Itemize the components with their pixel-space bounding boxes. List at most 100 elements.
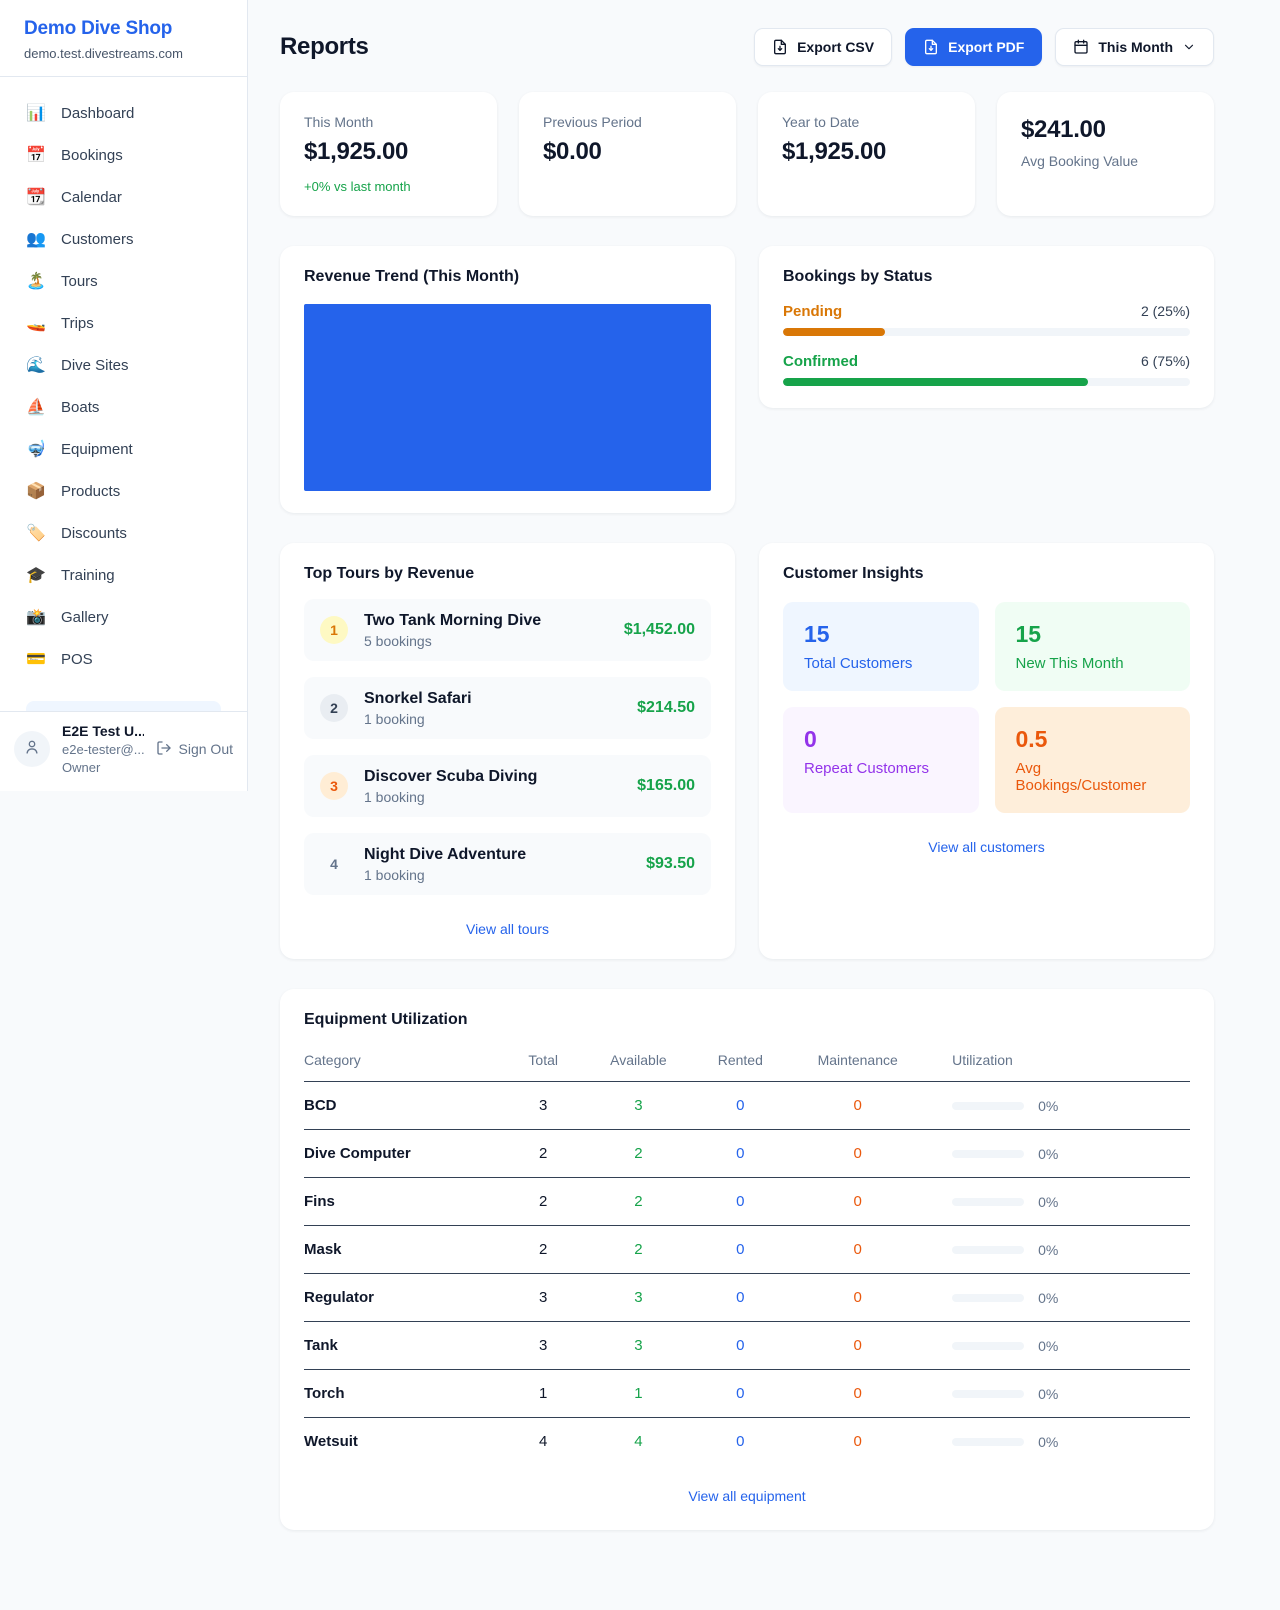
- insights-grid: 15 Total Customers 15 New This Month 0 R…: [783, 602, 1190, 813]
- tour-name: Snorkel Safari: [364, 689, 472, 707]
- shop-name[interactable]: Demo Dive Shop: [24, 18, 173, 39]
- status-count: 6 (75%): [1140, 353, 1190, 369]
- status-bar-track: [783, 328, 1190, 336]
- view-all-equipment-link[interactable]: View all equipment: [688, 1487, 806, 1504]
- cell-available: 3: [587, 1273, 690, 1322]
- cell-maintenance: 0: [791, 1177, 925, 1226]
- sidebar-item-label: Boats: [61, 399, 100, 416]
- revenue-trend-title: Revenue Trend (This Month): [304, 268, 520, 285]
- cell-total: 1: [498, 1369, 588, 1418]
- sidebar-item-training[interactable]: 🎓 Training: [12, 555, 235, 597]
- sidebar-item-label: Products: [61, 483, 121, 500]
- sidebar-item-tours[interactable]: 🏝️ Tours: [12, 261, 235, 303]
- tour-revenue: $214.50: [637, 699, 695, 716]
- view-all-customers-link[interactable]: View all customers: [928, 839, 1045, 855]
- cell-rented: 0: [689, 1273, 792, 1322]
- cell-available: 2: [587, 1177, 690, 1226]
- sidebar-item-dive-sites[interactable]: 🌊 Dive Sites: [12, 345, 235, 387]
- export-csv-label: Export CSV: [797, 39, 875, 55]
- table-row: Dive Computer 2 2 0 0 0%: [304, 1129, 1190, 1178]
- main-content: Reports Export CSV Export PDF: [248, 0, 1280, 1570]
- tour-row[interactable]: 4 Night Dive Adventure 1 booking $93.50: [304, 833, 711, 895]
- stat-label: This Month: [304, 114, 374, 130]
- cell-available: 2: [587, 1225, 690, 1274]
- utilization-percent: 0%: [1038, 1145, 1059, 1162]
- sidebar-item-label: Calendar: [61, 189, 122, 206]
- tour-row[interactable]: 3 Discover Scuba Diving 1 booking $165.0…: [304, 755, 711, 817]
- table-row: Torch 1 1 0 0 0%: [304, 1369, 1190, 1418]
- rank-badge: 3: [320, 772, 348, 800]
- insight-value: 15: [1015, 621, 1042, 647]
- cell-category: Regulator: [304, 1273, 499, 1322]
- credit-card-icon: 💳: [26, 651, 46, 668]
- cell-category: Torch: [304, 1369, 499, 1418]
- file-download-icon: [923, 39, 939, 55]
- sidebar-item-label: Bookings: [61, 147, 123, 164]
- cell-rented: 0: [689, 1321, 792, 1370]
- customers-icon: 👥: [26, 231, 46, 248]
- chevron-down-icon: [1182, 40, 1196, 54]
- cell-rented: 0: [689, 1129, 792, 1178]
- sidebar-item-pos[interactable]: 💳 POS: [12, 639, 235, 681]
- stat-cards-row: This Month $1,925.00 +0% vs last month P…: [280, 92, 1214, 216]
- cell-available: 3: [587, 1321, 690, 1370]
- cell-rented: 0: [689, 1369, 792, 1418]
- sidebar-item-label: POS: [61, 651, 93, 668]
- insight-label: New This Month: [1015, 655, 1124, 672]
- col-total: Total: [498, 1044, 588, 1082]
- sidebar-item-active-clipped[interactable]: [26, 701, 221, 711]
- top-tours-title: Top Tours by Revenue: [304, 565, 475, 582]
- sidebar-item-products[interactable]: 📦 Products: [12, 471, 235, 513]
- export-pdf-button[interactable]: Export PDF: [905, 28, 1043, 66]
- sidebar-item-bookings[interactable]: 📅 Bookings: [12, 135, 235, 177]
- sidebar-item-label: Tours: [61, 273, 98, 290]
- sidebar-item-label: Dashboard: [61, 105, 135, 122]
- sidebar-item-gallery[interactable]: 📸 Gallery: [12, 597, 235, 639]
- sidebar-item-discounts[interactable]: 🏷️ Discounts: [12, 513, 235, 555]
- sign-out-label: Sign Out: [178, 741, 233, 757]
- bookings-by-status-title: Bookings by Status: [783, 268, 933, 285]
- cell-category: BCD: [304, 1081, 499, 1130]
- cell-category: Tank: [304, 1321, 499, 1370]
- insight-value: 15: [804, 621, 830, 647]
- cell-maintenance: 0: [791, 1225, 925, 1274]
- sidebar-item-dashboard[interactable]: 📊 Dashboard: [12, 93, 235, 135]
- top-tours-card: Top Tours by Revenue 1 Two Tank Morning …: [280, 543, 735, 959]
- tour-row[interactable]: 2 Snorkel Safari 1 booking $214.50: [304, 677, 711, 739]
- sidebar-item-boats[interactable]: ⛵ Boats: [12, 387, 235, 429]
- calendar-icon: [1073, 39, 1089, 55]
- cell-maintenance: 0: [791, 1321, 925, 1370]
- sidebar-item-calendar[interactable]: 📆 Calendar: [12, 177, 235, 219]
- stat-value: $1,925.00: [304, 138, 409, 165]
- file-download-icon: [772, 39, 788, 55]
- utilization-percent: 0%: [1038, 1097, 1059, 1114]
- user-role: Owner: [62, 760, 101, 775]
- bookings-by-status-card: Bookings by Status Pending 2 (25%) Confi…: [759, 246, 1214, 408]
- customer-insights-title: Customer Insights: [783, 565, 924, 582]
- sidebar-item-label: Customers: [61, 231, 134, 248]
- speedboat-icon: 🚤: [26, 315, 46, 332]
- cell-category: Fins: [304, 1177, 499, 1226]
- avatar: [14, 731, 50, 767]
- bookings-calendar-icon: 📅: [26, 147, 46, 164]
- user-info: E2E Test U... e2e-tester@... Owner: [62, 723, 144, 775]
- sign-out-button[interactable]: Sign Out: [156, 740, 233, 759]
- export-pdf-label: Export PDF: [948, 39, 1025, 55]
- utilization-bar-track: [952, 1293, 1025, 1302]
- calendar-icon: 📆: [26, 189, 46, 206]
- export-csv-button[interactable]: Export CSV: [754, 28, 893, 66]
- period-select[interactable]: This Month: [1055, 28, 1214, 66]
- sidebar-item-trips[interactable]: 🚤 Trips: [12, 303, 235, 345]
- cell-maintenance: 0: [853, 1433, 862, 1451]
- view-all-tours-link[interactable]: View all tours: [465, 921, 549, 937]
- table-row: Tank 3 3 0 0 0%: [304, 1321, 1190, 1370]
- sidebar-item-label: Training: [61, 567, 115, 584]
- sidebar-item-equipment[interactable]: 🤿 Equipment: [12, 429, 235, 471]
- sidebar-item-label: Equipment: [61, 441, 133, 458]
- sidebar-item-customers[interactable]: 👥 Customers: [12, 219, 235, 261]
- insight-new-this-month: 15 New This Month: [994, 602, 1190, 691]
- cell-total: 3: [498, 1081, 588, 1130]
- tour-row[interactable]: 1 Two Tank Morning Dive 5 bookings $1,45…: [304, 599, 711, 661]
- status-bar-track: [783, 378, 1190, 386]
